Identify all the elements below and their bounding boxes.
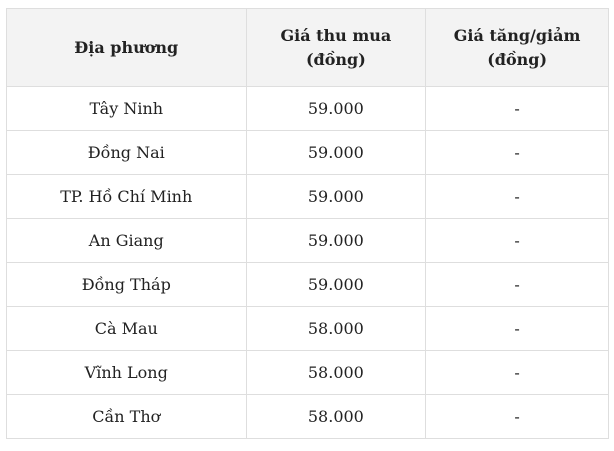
change-cell: -	[425, 306, 609, 351]
region-cell: Vĩnh Long	[6, 350, 247, 395]
price-cell: 59.000	[245, 86, 427, 131]
price-cell: 58.000	[245, 394, 427, 439]
table-row: TP. Hồ Chí Minh 59.000-	[6, 174, 609, 219]
change-cell: -	[425, 174, 609, 219]
region-cell: Cần Thơ	[6, 394, 247, 439]
table-row: Tây Ninh 59.000-	[6, 86, 609, 131]
price-cell: 59.000	[245, 174, 427, 219]
header-price: Giá thu mua (đồng)	[245, 8, 427, 87]
header-change: Giá tăng/giảm (đồng)	[425, 8, 609, 87]
price-cell: 58.000	[245, 350, 427, 395]
region-cell: Đồng Tháp	[6, 262, 247, 307]
region-cell: An Giang	[6, 218, 247, 263]
table-row: An Giang 59.000-	[6, 218, 609, 263]
change-cell: -	[425, 130, 609, 175]
region-cell: TP. Hồ Chí Minh	[6, 174, 247, 219]
change-cell: -	[425, 394, 609, 439]
table-row: Vĩnh Long 58.000-	[6, 350, 609, 395]
price-table: Địa phương Giá thu mua (đồng) Giá tăng/g…	[6, 8, 609, 439]
table-row: Đồng Nai 59.000-	[6, 130, 609, 175]
change-cell: -	[425, 86, 609, 131]
region-cell: Tây Ninh	[6, 86, 247, 131]
region-cell: Cà Mau	[6, 306, 247, 351]
change-cell: -	[425, 350, 609, 395]
price-cell: 59.000	[245, 262, 427, 307]
region-cell: Đồng Nai	[6, 130, 247, 175]
table-row: Đồng Tháp 59.000-	[6, 262, 609, 307]
table-row: Cà Mau 58.000-	[6, 306, 609, 351]
header-region: Địa phương	[6, 8, 247, 87]
table-row: Cần Thơ 58.000-	[6, 394, 609, 439]
price-cell: 59.000	[245, 130, 427, 175]
change-cell: -	[425, 218, 609, 263]
price-cell: 58.000	[245, 306, 427, 351]
header-row: Địa phương Giá thu mua (đồng) Giá tăng/g…	[6, 8, 609, 87]
change-cell: -	[425, 262, 609, 307]
price-cell: 59.000	[245, 218, 427, 263]
